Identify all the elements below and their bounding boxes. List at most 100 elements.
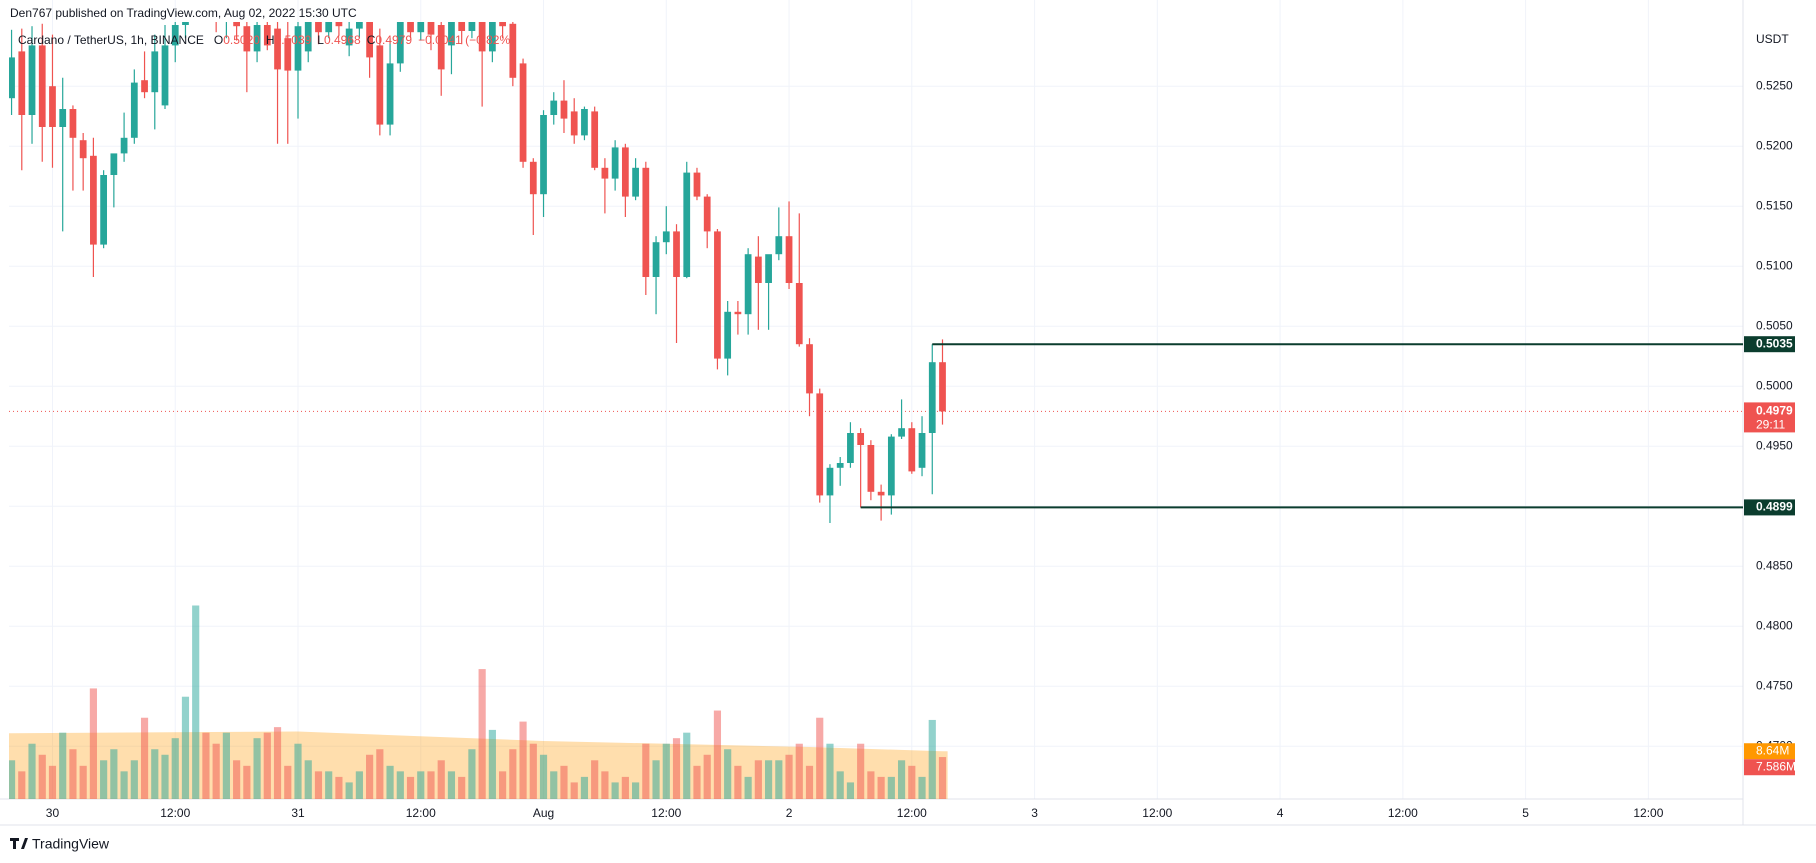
x-tick-label: 2	[786, 806, 793, 820]
y-tick-label: 0.5100	[1756, 258, 1793, 272]
volume-bar	[202, 732, 210, 799]
volume-bar	[304, 760, 312, 799]
volume-bar	[499, 771, 507, 799]
volume-bar	[611, 782, 619, 799]
legend-value: −0.0041 (−0.82%)	[418, 33, 514, 47]
x-tick-label: 31	[291, 806, 305, 820]
candle-body	[775, 236, 783, 255]
volume-bar	[775, 760, 783, 799]
candle-body	[652, 242, 660, 277]
candle-body	[161, 45, 169, 106]
candle-body	[550, 100, 558, 115]
candle-body	[826, 467, 834, 496]
volume-bar	[928, 719, 936, 799]
y-tick-label: 0.5250	[1756, 78, 1793, 92]
y-tick-label: 0.5150	[1756, 198, 1793, 212]
candle-body	[785, 236, 793, 283]
candle-body	[59, 109, 67, 127]
volume-bar	[18, 771, 26, 799]
volume-bar	[488, 729, 496, 799]
volume-bar	[222, 732, 230, 799]
candle-body	[335, 22, 343, 27]
candle-body	[519, 63, 527, 162]
level-label: 0.4899	[1756, 500, 1793, 514]
x-tick-label: 4	[1277, 806, 1284, 820]
candle-body	[284, 38, 292, 71]
volume-bar	[427, 771, 435, 799]
candle-body	[253, 25, 261, 52]
candle-body	[233, 22, 240, 27]
volume-bar	[355, 771, 363, 799]
candle-body	[581, 109, 588, 136]
candle-body	[468, 22, 476, 31]
level-label-box	[1744, 336, 1795, 353]
volume-bar	[345, 782, 353, 799]
candle-body	[683, 172, 691, 277]
candle-body	[110, 153, 118, 175]
x-tick-label: Aug	[533, 806, 554, 820]
candle-body	[754, 256, 762, 283]
volume-bar	[826, 743, 834, 799]
y-tick-label: 0.5050	[1756, 318, 1793, 332]
legend-value: 0.5020	[223, 33, 260, 47]
candle-body	[621, 147, 629, 197]
candle-body	[141, 80, 148, 93]
candle-body	[734, 311, 742, 315]
candle-body	[877, 491, 885, 496]
volume-bar	[273, 727, 282, 799]
y-tick-label: 0.4950	[1756, 438, 1793, 452]
volume-bar	[386, 765, 394, 799]
volume-bar	[529, 743, 537, 799]
volume-bar	[550, 771, 558, 799]
y-tick-label: 0.5000	[1756, 378, 1793, 392]
volume-bar	[539, 754, 548, 799]
legend-key: L	[317, 33, 324, 47]
candle-body	[509, 23, 517, 78]
candle-body	[120, 137, 128, 154]
volume-bar	[212, 743, 220, 799]
volume-bar	[161, 754, 169, 799]
volume-bar	[89, 688, 97, 799]
candle-body	[304, 22, 312, 52]
candle-body	[816, 393, 824, 496]
volume-bar	[100, 760, 108, 799]
volume-bar	[918, 776, 926, 799]
volume-bar	[28, 743, 36, 799]
x-tick-label: 12:00	[1142, 806, 1172, 820]
candle-body	[499, 22, 506, 27]
header: Den767 published on TradingView.com, Aug…	[10, 6, 357, 20]
candle-body	[806, 344, 813, 394]
candle-body	[243, 26, 251, 52]
legend-key: H	[266, 33, 275, 47]
volume-bar	[366, 754, 374, 799]
volume-bar	[887, 776, 895, 799]
candle-body	[69, 109, 77, 138]
volume-bar	[253, 738, 261, 799]
candle-body	[939, 362, 946, 412]
volume-bar	[805, 765, 814, 799]
level-label: 0.5035	[1756, 336, 1793, 350]
candle-body	[294, 26, 302, 71]
volume-bar	[9, 760, 16, 799]
candle-body	[591, 111, 599, 168]
y-tick-label: 0.4850	[1756, 558, 1793, 572]
volume-bar	[243, 765, 251, 799]
x-tick-label: 5	[1522, 806, 1529, 820]
candle-body	[448, 22, 455, 46]
candle-body	[898, 428, 905, 437]
volume-bar	[192, 605, 200, 799]
volume-bar	[376, 749, 384, 799]
candle-body	[570, 111, 578, 136]
candle-body	[478, 22, 486, 52]
x-tick-label: 12:00	[160, 806, 190, 820]
candle-body	[908, 428, 916, 472]
volume-bar	[417, 771, 425, 799]
volume-bar	[867, 771, 875, 799]
volume-bar	[140, 717, 149, 799]
candle-body	[18, 51, 26, 115]
volume-bar	[857, 743, 865, 799]
volume-bar	[396, 771, 404, 799]
volume-bar	[754, 760, 762, 799]
candle-body	[714, 231, 721, 359]
legend-value: 0.5039	[275, 33, 312, 47]
